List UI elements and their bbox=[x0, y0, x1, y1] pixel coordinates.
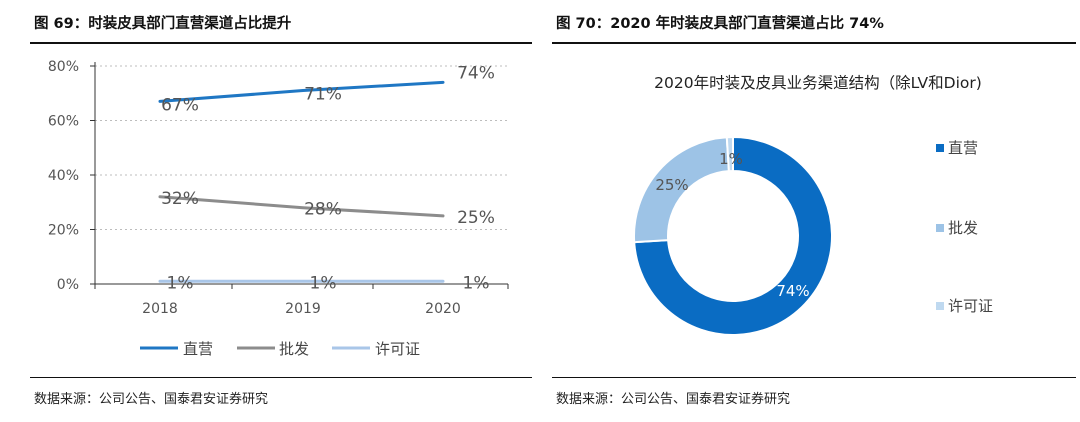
y-tick-label: 0% bbox=[57, 277, 79, 293]
data-label: 25% bbox=[457, 208, 495, 228]
right-source-note: 数据来源：公司公告、国泰君安证券研究 bbox=[556, 392, 791, 407]
left-figure-panel: 图 69：时装皮具部门直营渠道占比提升 0% 20% 40% 60% 80% 2018 20… bbox=[0, 0, 532, 422]
right-figure-title: 图 70：2020 年时装皮具部门直营渠道占比 74% bbox=[556, 16, 884, 32]
x-tick-label: 2020 bbox=[425, 301, 461, 317]
legend-label: 直营 bbox=[183, 340, 213, 358]
left-figure-title: 图 69：时装皮具部门直营渠道占比提升 bbox=[34, 16, 292, 32]
data-label: 71% bbox=[304, 85, 342, 105]
data-label: 32% bbox=[161, 189, 199, 209]
legend-label: 批发 bbox=[948, 219, 978, 237]
legend-swatch bbox=[936, 302, 944, 310]
legend-label: 直营 bbox=[948, 139, 978, 157]
donut-data-label: 1% bbox=[719, 150, 743, 168]
legend-swatch bbox=[936, 224, 944, 232]
line-chart: 0% 20% 40% 60% 80% 2018 2019 2020 67% 71% 74% 32% 28… bbox=[48, 59, 509, 358]
y-tick-label: 80% bbox=[48, 59, 79, 75]
data-label: 1% bbox=[463, 273, 490, 293]
data-label: 74% bbox=[457, 63, 495, 83]
donut-data-label: 25% bbox=[655, 176, 688, 194]
donut-chart: 2020年时装及皮具业务渠道结构（除LV和Dior) 74% 25% 1% 直营批发许可… bbox=[633, 74, 993, 336]
donut-slice-2 bbox=[725, 135, 734, 173]
legend-label: 许可证 bbox=[375, 340, 420, 358]
data-label: 1% bbox=[310, 273, 337, 293]
data-label: 28% bbox=[304, 200, 342, 220]
left-top-rule bbox=[30, 42, 532, 44]
left-bottom-rule bbox=[30, 377, 532, 378]
donut-data-label: 74% bbox=[776, 282, 809, 300]
left-source-note: 数据来源：公司公告、国泰君安证券研究 bbox=[34, 392, 269, 407]
x-tick-label: 2018 bbox=[142, 301, 178, 317]
legend-label: 许可证 bbox=[948, 297, 993, 315]
y-tick-label: 20% bbox=[48, 223, 79, 239]
data-label: 67% bbox=[161, 95, 199, 115]
legend-swatch bbox=[936, 144, 944, 152]
y-tick-label: 60% bbox=[48, 114, 79, 130]
right-top-rule bbox=[552, 42, 1076, 44]
legend-label: 批发 bbox=[279, 340, 309, 358]
donut-slice-0 bbox=[633, 135, 833, 336]
series-line-1 bbox=[158, 195, 445, 218]
y-tick-label: 40% bbox=[48, 168, 79, 184]
x-tick-label: 2019 bbox=[285, 301, 321, 317]
series-line-0 bbox=[158, 80, 445, 103]
data-label: 1% bbox=[167, 273, 194, 293]
right-bottom-rule bbox=[552, 377, 1076, 378]
donut-title: 2020年时装及皮具业务渠道结构（除LV和Dior) bbox=[654, 74, 982, 92]
right-figure-panel: 图 70：2020 年时装皮具部门直营渠道占比 74% 2020年时装及皮具业务… bbox=[548, 0, 1080, 422]
